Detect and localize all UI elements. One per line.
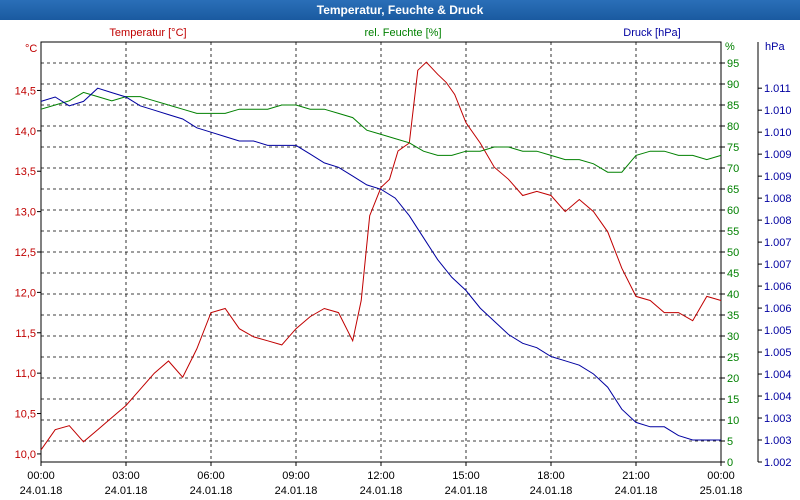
hum-tick-label: 45 (727, 268, 739, 280)
window-title: Temperatur, Feuchte & Druck (0, 0, 800, 20)
temp-tick-label: 14,5 (15, 85, 36, 97)
hum-tick-label: 60 (727, 205, 739, 217)
press-tick-label: 1.003 (764, 413, 792, 425)
hum-tick-label: 40 (727, 289, 739, 301)
press-tick-label: 1.009 (764, 149, 792, 161)
hum-tick-label: 20 (727, 373, 739, 385)
press-tick-label: 1.002 (764, 457, 792, 469)
hum-axis-unit: % (725, 41, 735, 53)
temp-tick-label: 10,5 (15, 409, 36, 421)
temp-tick-label: 14,0 (15, 126, 36, 138)
temp-tick-label: 12,0 (15, 287, 36, 299)
hum-tick-label: 55 (727, 226, 739, 238)
press-tick-label: 1.007 (764, 237, 792, 249)
x-tick-date: 24.01.18 (445, 485, 488, 497)
hum-tick-label: 50 (727, 247, 739, 259)
hum-tick-label: 10 (727, 415, 739, 427)
grid-lines (41, 42, 721, 462)
x-tick-date: 24.01.18 (360, 485, 403, 497)
hum-tick-label: 75 (727, 142, 739, 154)
temp-tick-label: 13,5 (15, 166, 36, 178)
hum-legend-label: rel. Feuchte [%] (364, 27, 441, 39)
x-tick-date: 24.01.18 (530, 485, 573, 497)
press-tick-label: 1.004 (764, 369, 792, 381)
x-tick-time: 18:00 (537, 470, 565, 482)
x-tick-date: 25.01.18 (700, 485, 743, 497)
press-tick-label: 1.010 (764, 127, 792, 139)
hum-tick-label: 70 (727, 163, 739, 175)
temp-tick-label: 10,0 (15, 449, 36, 461)
press-series-line (40, 87, 721, 441)
press-axis-unit: hPa (765, 41, 785, 53)
press-legend-label: Druck [hPa] (623, 27, 680, 39)
x-tick-time: 06:00 (197, 470, 225, 482)
x-tick-date: 24.01.18 (275, 485, 318, 497)
temp-tick-label: 11,0 (15, 368, 36, 380)
press-tick-label: 1.009 (764, 171, 792, 183)
press-tick-label: 1.011 (764, 83, 791, 95)
temp-axis-unit: °C (25, 43, 37, 55)
hum-tick-label: 65 (727, 184, 739, 196)
hum-series-line (40, 91, 722, 173)
x-tick-time: 21:00 (622, 470, 650, 482)
x-tick-time: 12:00 (367, 470, 395, 482)
press-tick-label: 1.005 (764, 325, 792, 337)
chart-area: °C % hPa Temperatur [°C] rel. Feuchte [%… (15, 27, 792, 497)
hum-tick-label: 30 (727, 331, 739, 343)
x-tick-time: 03:00 (112, 470, 140, 482)
x-tick-date: 24.01.18 (105, 485, 148, 497)
hum-tick-label: 5 (727, 436, 733, 448)
press-tick-label: 1.006 (764, 303, 792, 315)
temp-legend-label: Temperatur [°C] (109, 27, 186, 39)
press-tick-label: 1.007 (764, 259, 792, 271)
temp-tick-label: 12,5 (15, 247, 36, 259)
press-tick-label: 1.010 (764, 105, 792, 117)
press-tick-label: 1.003 (764, 435, 792, 447)
hum-tick-label: 0 (727, 457, 733, 469)
hum-tick-label: 85 (727, 100, 739, 112)
temp-tick-label: 13,0 (15, 207, 36, 219)
press-tick-label: 1.004 (764, 391, 792, 403)
hum-tick-label: 80 (727, 121, 739, 133)
temp-tick-label: 11,5 (15, 328, 36, 340)
hum-tick-label: 90 (727, 79, 739, 91)
x-tick-date: 24.01.18 (615, 485, 658, 497)
press-tick-label: 1.005 (764, 347, 792, 359)
hum-tick-label: 25 (727, 352, 739, 364)
hum-tick-label: 35 (727, 310, 739, 322)
press-tick-label: 1.008 (764, 215, 792, 227)
x-tick-time: 09:00 (282, 470, 310, 482)
x-tick-time: 15:00 (452, 470, 480, 482)
x-tick-time: 00:00 (27, 470, 55, 482)
x-tick-date: 24.01.18 (190, 485, 233, 497)
press-tick-label: 1.008 (764, 193, 792, 205)
x-tick-date: 24.01.18 (20, 485, 63, 497)
hum-tick-label: 15 (727, 394, 739, 406)
temp-series-line (40, 61, 722, 451)
hum-tick-label: 95 (727, 58, 739, 70)
press-tick-label: 1.006 (764, 281, 792, 293)
x-tick-time: 00:00 (707, 470, 735, 482)
